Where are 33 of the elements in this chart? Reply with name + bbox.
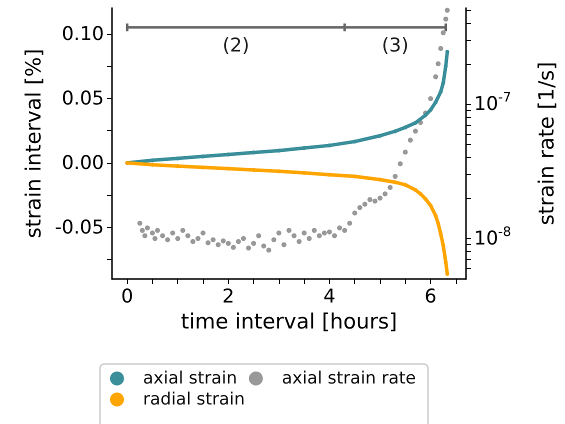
y-axis-title: strain interval [%] xyxy=(21,48,46,238)
legend-label: axial strain xyxy=(143,368,238,388)
annotation: (3) xyxy=(382,34,409,56)
legend-label: axial strain rate xyxy=(282,368,416,388)
point xyxy=(434,100,438,104)
point xyxy=(403,182,408,187)
y2-axis-title: strain rate [1/s] xyxy=(534,62,558,226)
x-tick-label: 2 xyxy=(222,286,234,308)
point xyxy=(403,125,408,130)
point xyxy=(378,134,382,138)
annotation: (2) xyxy=(222,34,250,56)
point xyxy=(393,129,398,134)
point xyxy=(424,113,428,118)
point xyxy=(444,260,448,264)
y-tick-label: 0.05 xyxy=(62,87,104,110)
point xyxy=(428,108,433,112)
x-tick-label: 4 xyxy=(323,286,336,308)
x-axis-title: time interval [hours] xyxy=(180,309,398,334)
x-tick-label: 0 xyxy=(121,286,134,308)
point xyxy=(413,120,418,125)
point xyxy=(428,203,433,208)
point xyxy=(393,180,398,184)
point xyxy=(413,188,418,192)
point xyxy=(424,196,428,201)
point xyxy=(445,50,450,54)
point xyxy=(418,192,422,196)
y-tick-label: -0.05 xyxy=(54,216,104,238)
legend-label: radial strain xyxy=(143,390,245,410)
point xyxy=(438,90,443,94)
x-tick-label: 6 xyxy=(424,286,437,308)
point xyxy=(434,214,438,218)
y-tick-label: 0.00 xyxy=(62,152,104,174)
y-tick-label: 0.10 xyxy=(62,22,104,45)
